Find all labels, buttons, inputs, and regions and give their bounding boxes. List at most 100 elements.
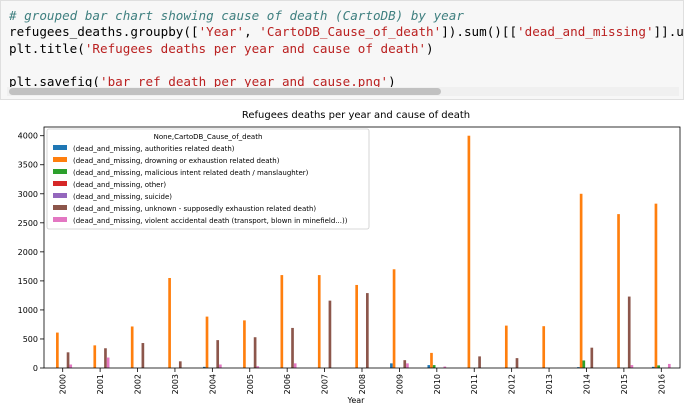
bar-chart: Refugees deaths per year and cause of de… bbox=[18, 110, 681, 405]
bar-2007-series-5 bbox=[328, 300, 332, 368]
bar-2014-series-0 bbox=[577, 367, 580, 368]
x-tick-label: 2011 bbox=[470, 374, 479, 394]
code-token: ) bbox=[426, 40, 434, 56]
bar-2008-series-5 bbox=[366, 293, 369, 368]
bar-2002-series-5 bbox=[141, 343, 145, 368]
bar-2006-series-6 bbox=[293, 363, 297, 368]
code-string: 'dead_and_missing' bbox=[517, 24, 654, 40]
bar-2006-series-5 bbox=[291, 327, 294, 368]
bar-2009-series-5 bbox=[403, 360, 407, 368]
code-token: ]).sum()[[ bbox=[441, 24, 518, 40]
y-tick-label: 500 bbox=[23, 335, 38, 344]
bar-2012-series-5 bbox=[515, 358, 519, 368]
code-line: plt.title('Refugees deaths per year and … bbox=[9, 40, 683, 57]
code-editor[interactable]: # grouped bar chart showing cause of dea… bbox=[9, 8, 683, 90]
bar-2004-series-6 bbox=[219, 364, 222, 368]
legend-swatch bbox=[53, 181, 67, 186]
bar-2001-series-6 bbox=[106, 357, 110, 368]
code-line: plt.savefig('bar_ref_death_per_year_and_… bbox=[9, 73, 683, 90]
x-tick-label: 2009 bbox=[395, 374, 404, 394]
legend-swatch bbox=[53, 157, 67, 162]
bar-2000-series-5 bbox=[66, 352, 70, 368]
bar-2007-series-1 bbox=[317, 275, 321, 368]
y-axis: 0 500 1000 1500 2000 2500 3000 3500 4000 bbox=[18, 132, 44, 373]
bar-2014-series-1 bbox=[579, 193, 583, 368]
bar-2003-series-1 bbox=[168, 277, 171, 368]
code-line: # grouped bar chart showing cause of dea… bbox=[9, 8, 683, 24]
legend-label: (dead_and_missing, drowning or exhaustio… bbox=[73, 157, 280, 165]
x-tick-label: 2016 bbox=[657, 374, 666, 394]
legend-swatch bbox=[53, 217, 67, 222]
legend-label: (dead_and_missing, other) bbox=[73, 181, 166, 189]
code-comment: # grouped bar chart showing cause of dea… bbox=[9, 8, 464, 23]
bar-2009-series-6 bbox=[406, 363, 409, 368]
bar-2005-series-5 bbox=[253, 337, 257, 368]
legend-label: (dead_and_missing, unknown - supposedly … bbox=[73, 205, 316, 213]
bar-2003-series-5 bbox=[178, 361, 182, 368]
code-string: 'CartoDB_Cause_of_death' bbox=[259, 24, 442, 40]
code-cell[interactable]: # grouped bar chart showing cause of dea… bbox=[0, 0, 684, 100]
bar-2011-series-1 bbox=[467, 135, 471, 368]
x-tick-label: 2007 bbox=[321, 374, 330, 394]
code-token: ) bbox=[388, 73, 396, 89]
chart-title: Refugees deaths per year and cause of de… bbox=[242, 110, 470, 121]
bar-2011-series-5 bbox=[478, 356, 481, 368]
x-tick-label: 2008 bbox=[358, 374, 367, 394]
bar-2016-series-1 bbox=[654, 203, 658, 368]
bar-2004-series-1 bbox=[205, 316, 209, 368]
x-tick-label: 2006 bbox=[283, 374, 292, 394]
legend-label: (dead_and_missing, malicious intent rela… bbox=[73, 169, 309, 177]
x-tick-label: 2012 bbox=[508, 374, 517, 394]
bar-2005-series-6 bbox=[256, 366, 260, 368]
bar-2002-series-1 bbox=[130, 326, 134, 368]
x-tick-label: 2014 bbox=[582, 374, 591, 394]
legend-title: None,CartoDB_Cause_of_death bbox=[154, 133, 263, 141]
horizontal-scrollbar[interactable] bbox=[7, 87, 679, 96]
legend-swatch bbox=[53, 205, 67, 210]
x-tick-label: 2002 bbox=[134, 374, 143, 394]
legend-box bbox=[46, 128, 370, 230]
legend-label: (dead_and_missing, suicide) bbox=[73, 193, 172, 201]
code-string: 'bar_ref_death_per_year_and_cause.png' bbox=[100, 73, 389, 89]
bar-2010-series-6 bbox=[443, 366, 447, 368]
x-axis: 2000 2001 2002 2003 2004 2005 2006 2007 2008 2009… bbox=[59, 368, 666, 394]
bar-2010-series-1 bbox=[430, 352, 433, 368]
bar-2016-series-2 bbox=[657, 365, 660, 368]
bar-2001-series-1 bbox=[93, 345, 97, 368]
bar-2010-series-2 bbox=[432, 365, 436, 368]
scrollbar-thumb[interactable] bbox=[9, 88, 441, 95]
code-line bbox=[9, 57, 683, 73]
bar-2014-series-5 bbox=[590, 347, 594, 368]
bar-2009-series-0 bbox=[390, 363, 393, 368]
y-tick-label: 2500 bbox=[18, 219, 38, 228]
bars-group bbox=[56, 135, 671, 368]
y-tick-label: 0 bbox=[33, 364, 38, 373]
code-string: 'Year' bbox=[198, 24, 245, 40]
bar-2014-series-2 bbox=[582, 360, 586, 368]
x-tick-label: 2013 bbox=[545, 374, 554, 394]
bar-2004-series-0 bbox=[203, 366, 206, 368]
x-tick-label: 2015 bbox=[620, 374, 629, 394]
code-line: refugees_deaths.groupby(['Year', 'CartoD… bbox=[9, 24, 683, 40]
y-tick-label: 3500 bbox=[18, 161, 38, 170]
x-tick-label: 2001 bbox=[96, 374, 105, 394]
plot-frame bbox=[43, 126, 681, 369]
code-string: 'Refugees deaths per year and cause of d… bbox=[84, 40, 427, 56]
bar-2012-series-1 bbox=[504, 325, 508, 368]
x-axis-label: Year bbox=[347, 396, 366, 405]
bar-2000-series-6 bbox=[69, 364, 73, 368]
x-tick-label: 2010 bbox=[433, 374, 442, 394]
x-tick-label: 2003 bbox=[171, 374, 180, 394]
y-tick-label: 3000 bbox=[18, 190, 38, 199]
legend-swatch bbox=[53, 169, 67, 174]
x-tick-label: 2005 bbox=[246, 374, 255, 394]
bar-2016-series-0 bbox=[651, 366, 655, 368]
code-token: refugees_deaths.groupby([ bbox=[9, 24, 199, 40]
legend-label: (dead_and_missing, authorities related d… bbox=[73, 145, 235, 153]
x-tick-label: 2004 bbox=[208, 374, 217, 394]
legend: None,CartoDB_Cause_of_death (dead_and_mis… bbox=[46, 128, 370, 230]
legend-swatch bbox=[53, 193, 67, 198]
bar-2016-series-6 bbox=[667, 363, 671, 368]
bar-2000-series-1 bbox=[56, 332, 59, 368]
bar-2005-series-1 bbox=[243, 320, 246, 368]
